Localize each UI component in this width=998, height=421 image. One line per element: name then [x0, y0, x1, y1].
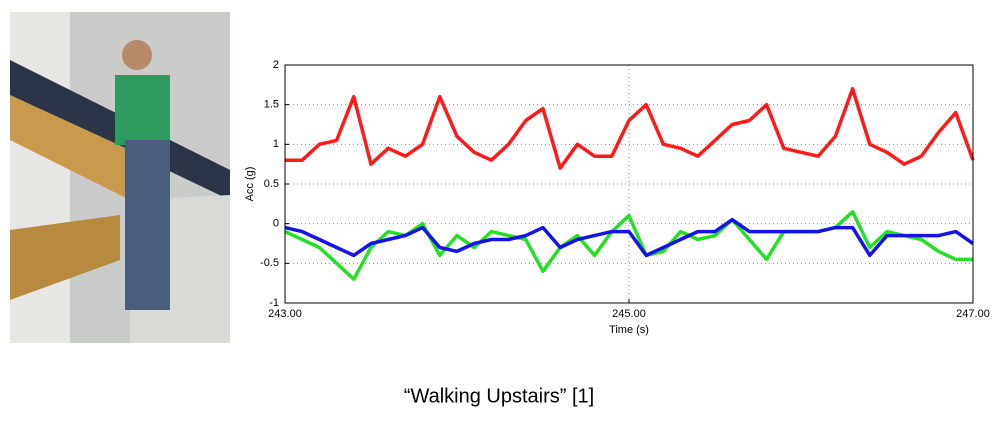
y-tick-label: 0.5 [264, 178, 279, 190]
x-axis-label: Time (s) [609, 324, 649, 336]
photo [10, 12, 230, 343]
y-tick-label: 0 [273, 218, 279, 230]
caption: “Walking Upstairs” [1] [404, 385, 594, 407]
x-tick-label: 245.00 [612, 308, 646, 320]
y-tick-label: 2 [273, 59, 279, 71]
y-tick-label: -0.5 [260, 257, 279, 269]
y-tick-label: 1 [273, 138, 279, 150]
y-axis-label: Acc (g) [244, 167, 256, 202]
figure: “Walking Upstairs” [1] -1-0.500.511.5224… [0, 0, 998, 416]
x-tick-label: 247.00 [956, 308, 990, 320]
x-tick-label: 243.00 [268, 308, 302, 320]
y-tick-label: 1.5 [264, 99, 279, 111]
